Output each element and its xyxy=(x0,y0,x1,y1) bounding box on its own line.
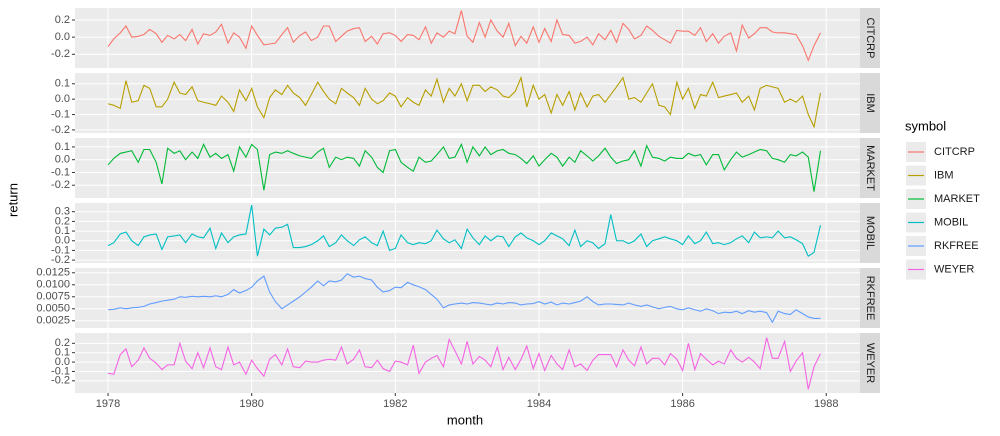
y-tick-label: 0.2 xyxy=(55,215,70,227)
series-line xyxy=(107,10,821,62)
y-tick-label: -0.1 xyxy=(51,244,70,256)
y-tick-label: 0.0025 xyxy=(36,315,70,327)
strip-background xyxy=(860,268,880,328)
y-tick-label: 0.1 xyxy=(55,347,70,359)
y-tick-label: 0.0050 xyxy=(36,303,70,315)
legend-title: symbol xyxy=(905,118,946,133)
x-tick-label: 1978 xyxy=(96,398,120,410)
series-line xyxy=(107,337,821,390)
strip-background xyxy=(860,73,880,133)
y-tick-label: 0.1 xyxy=(55,141,70,153)
strip-background xyxy=(860,8,880,68)
y-tick-label: 0.0125 xyxy=(36,267,70,279)
legend-label: RKFREE xyxy=(934,240,979,252)
series-line xyxy=(107,75,822,129)
strip-label: CITCRP xyxy=(864,18,876,59)
panel-background xyxy=(75,268,860,328)
y-tick-label: -0.1 xyxy=(51,365,70,377)
legend-label: MOBIL xyxy=(934,216,968,228)
y-tick-label: -0.1 xyxy=(51,108,70,120)
panel-background xyxy=(75,203,860,263)
y-tick-label: 0.0 xyxy=(55,31,70,43)
x-tick-label: 1986 xyxy=(670,398,694,410)
x-tick-label: 1982 xyxy=(383,398,407,410)
strip-label: WEYER xyxy=(864,343,876,383)
y-tick-label: 0.0075 xyxy=(36,291,70,303)
strip-label: MARKET xyxy=(864,145,876,191)
series-line xyxy=(107,273,821,324)
strip-label: IBM xyxy=(864,93,876,113)
x-axis-title: month xyxy=(447,412,483,427)
y-axis-title: return xyxy=(5,183,20,217)
y-tick-label: 0.1 xyxy=(55,225,70,237)
x-tick-label: 1980 xyxy=(239,398,263,410)
series-line xyxy=(107,204,822,258)
y-tick-label: -0.2 xyxy=(51,124,70,136)
panel-background xyxy=(75,8,860,68)
panel-background xyxy=(75,73,860,133)
y-tick-label: 0.0 xyxy=(55,93,70,105)
y-tick-label: -0.2 xyxy=(51,48,70,60)
legend-label: CITCRP xyxy=(934,146,975,158)
y-tick-label: 0.0 xyxy=(55,356,70,368)
legend-label: MARKET xyxy=(934,193,980,205)
y-tick-label: -0.1 xyxy=(51,166,70,178)
series-line xyxy=(107,142,822,192)
y-tick-label: -0.2 xyxy=(51,254,70,266)
strip-label: MOBIL xyxy=(864,216,876,250)
y-tick-label: 0.2 xyxy=(55,14,70,26)
y-tick-label: 0.2 xyxy=(55,337,70,349)
y-tick-label: -0.2 xyxy=(51,375,70,387)
legend-label: IBM xyxy=(934,169,954,181)
y-tick-label: -0.2 xyxy=(51,179,70,191)
legend-label: WEYER xyxy=(934,263,974,275)
strip-background xyxy=(860,203,880,263)
strip-label: RKFREE xyxy=(864,276,876,321)
x-tick-label: 1988 xyxy=(814,398,838,410)
y-tick-label: 0.0 xyxy=(55,235,70,247)
y-tick-label: 0.0 xyxy=(55,154,70,166)
strip-background xyxy=(860,138,880,198)
y-tick-label: 0.1 xyxy=(55,78,70,90)
x-tick-label: 1984 xyxy=(527,398,551,410)
strip-background xyxy=(860,333,880,393)
y-tick-label: 0.3 xyxy=(55,206,70,218)
y-tick-label: 0.0100 xyxy=(36,279,70,291)
